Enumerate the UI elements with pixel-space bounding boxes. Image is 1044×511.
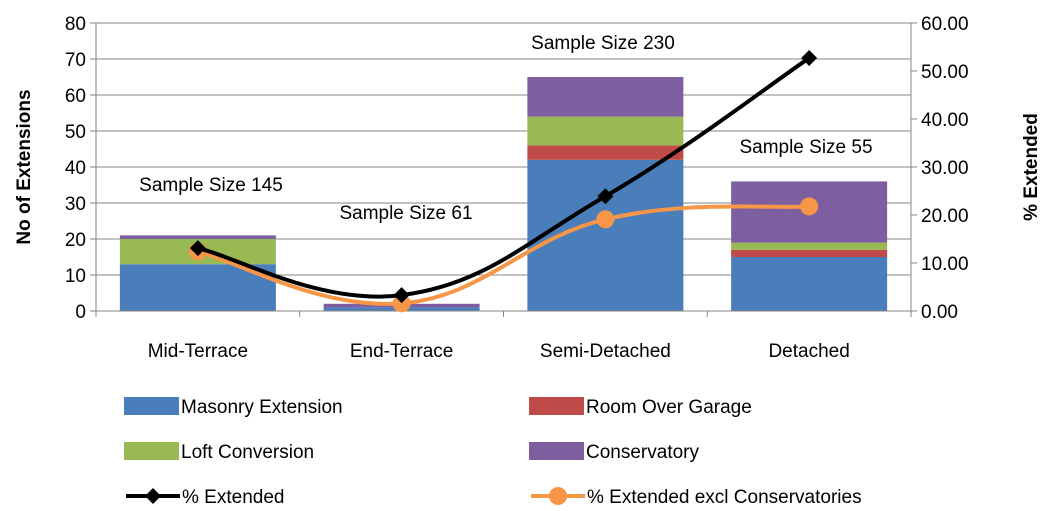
y-tick-label: 70 [65, 50, 86, 71]
y-axis-title: No of Extensions [14, 89, 35, 244]
y-tick-label: 60 [65, 86, 86, 107]
bar-masonry-extension-detached [731, 257, 888, 311]
legend-label-room-over-garage: Room Over Garage [586, 397, 752, 418]
marker-extended-detached [801, 50, 818, 67]
axes: 0 10 20 30 40 50 60 70 80 0.00 10.00 20.00 30.00 40.0… [65, 14, 969, 362]
y2-tick-label: 10.00 [921, 254, 969, 275]
bar-conservatory-semi-detached [527, 77, 684, 117]
y-tick-label: 10 [65, 266, 86, 287]
line-extended-excl-conservatories [197, 204, 810, 306]
y2-tick-label: 50.00 [921, 62, 969, 83]
marker-extended-semi-detached [597, 188, 614, 205]
legend-swatch-conservatory [529, 442, 584, 460]
y-tick-label: 0 [75, 302, 86, 323]
annotation-end-terrace: Sample Size 61 [339, 203, 472, 224]
marker-extended-end-terrace [393, 287, 410, 304]
y2-tick-label: 30.00 [921, 158, 969, 179]
y-tick-label: 50 [65, 122, 86, 143]
annotation-detached: Sample Size 55 [739, 137, 872, 158]
marker-extended-excl-conservatories-end-terrace [392, 294, 411, 313]
legend-label-conservatory: Conservatory [586, 442, 699, 463]
y2-tick-label: 20.00 [921, 206, 969, 227]
y-tick-label: 30 [65, 194, 86, 215]
y-tick-label: 40 [65, 158, 86, 179]
legend-marker-extended-excl-conservatories [549, 487, 567, 505]
legend-swatch-loft-conversion [124, 442, 179, 460]
bar-room-over-garage-semi-detached [527, 145, 684, 160]
legend: Masonry Extension Room Over Garage Loft Co… [124, 397, 862, 508]
marker-extended-excl-conservatories-detached [800, 197, 819, 216]
legend-swatch-masonry-extension [124, 397, 179, 415]
annotation-semi-detached: Sample Size 230 [531, 33, 675, 54]
bar-loft-conversion-semi-detached [527, 116, 684, 146]
legend-label-masonry-extension: Masonry Extension [181, 397, 343, 418]
y2-axis-title: % Extended [1021, 113, 1042, 221]
y-tick-label: 80 [65, 14, 86, 35]
x-tick-label: Mid-Terrace [148, 341, 248, 362]
y2-tick-label: 40.00 [921, 110, 969, 131]
marker-extended-excl-conservatories-semi-detached [596, 210, 615, 229]
y2-tick-label: 60.00 [921, 14, 969, 35]
bar-masonry-extension-semi-detached [527, 159, 684, 311]
legend-label-extended: % Extended [182, 487, 284, 508]
line-series [188, 50, 819, 313]
legend-swatch-room-over-garage [529, 397, 584, 415]
bar-loft-conversion-detached [731, 242, 888, 250]
legend-label-loft-conversion: Loft Conversion [181, 442, 314, 463]
bar-room-over-garage-detached [731, 249, 888, 257]
x-tick-label: Semi-Detached [540, 341, 671, 362]
x-tick-label: Detached [768, 341, 849, 362]
y2-tick-label: 0.00 [921, 302, 958, 323]
annotation-mid-terrace: Sample Size 145 [139, 175, 283, 196]
legend-label-extended-excl-conservatories: % Extended excl Conservatories [587, 487, 862, 508]
y-tick-label: 20 [65, 230, 86, 251]
bar-conservatory-mid-terrace [119, 235, 276, 239]
legend-marker-extended [145, 488, 161, 504]
line-extended [197, 56, 811, 299]
marker-extended-mid-terrace [189, 240, 206, 257]
labels: No of Extensions % Extended Sample Size … [14, 33, 1042, 245]
x-tick-label: End-Terrace [350, 341, 454, 362]
